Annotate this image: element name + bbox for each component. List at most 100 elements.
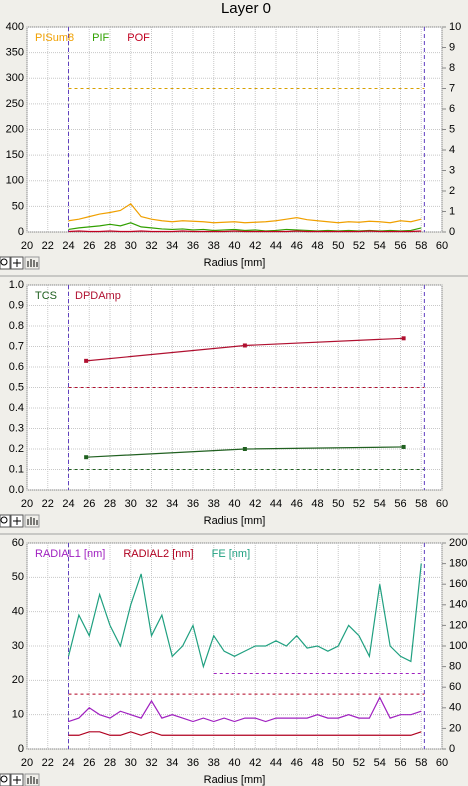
- x-tick-label: 32: [145, 498, 157, 510]
- y-tick-label: 0.3: [9, 422, 24, 434]
- y2-tick-label: 0: [449, 226, 455, 238]
- y-tick-label: 0.5: [9, 381, 24, 393]
- zoom-tool[interactable]: [0, 256, 11, 270]
- x-tick-label: 34: [166, 757, 178, 769]
- x-tick-label: 46: [291, 240, 303, 252]
- legend-entry: RADIAL2 [nm]: [123, 548, 193, 560]
- point-marker: [401, 444, 406, 449]
- point-marker: [242, 343, 247, 348]
- x-tick-label: 38: [208, 498, 220, 510]
- x-tick-label: 34: [166, 498, 178, 510]
- y2-tick-label: 3: [449, 164, 455, 176]
- y2-tick-label: 120: [449, 619, 467, 631]
- legend-entry: FE [nm]: [212, 548, 251, 560]
- hand-icon: [27, 259, 38, 267]
- zoom-tool[interactable]: [0, 514, 11, 528]
- x-tick-label: 34: [166, 240, 178, 252]
- y-tick-label: 100: [6, 175, 24, 187]
- x-tick-label: 32: [145, 240, 157, 252]
- x-tick-label: 42: [249, 757, 261, 769]
- x-tick-label: 56: [394, 498, 406, 510]
- y2-tick-label: 9: [449, 41, 455, 53]
- x-tick-label: 48: [311, 498, 323, 510]
- y-tick-label: 0.0: [9, 484, 24, 496]
- x-axis-label: Radius [mm]: [204, 774, 266, 786]
- legend-entry: RADIAL1 [nm]: [35, 548, 105, 560]
- zoom-icon: [0, 516, 8, 524]
- y-tick-label: 0: [18, 743, 24, 755]
- x-tick-label: 28: [104, 240, 116, 252]
- x-tick-label: 30: [125, 757, 137, 769]
- legend-entry: PISum8: [35, 32, 74, 44]
- plus-icon: [13, 259, 21, 267]
- point-marker: [84, 455, 89, 460]
- y2-tick-label: 20: [449, 722, 461, 734]
- y2-tick-label: 0: [449, 743, 455, 755]
- y-tick-label: 40: [12, 606, 24, 618]
- x-tick-label: 56: [394, 240, 406, 252]
- hand-icon: [27, 776, 38, 784]
- legend-entry: TCS: [35, 290, 57, 302]
- y-tick-label: 60: [12, 537, 24, 549]
- x-tick-label: 44: [270, 240, 282, 252]
- x-tick-label: 46: [291, 498, 303, 510]
- y-tick-label: 50: [12, 200, 24, 212]
- zoom-tool[interactable]: [0, 773, 11, 786]
- y2-tick-label: 80: [449, 661, 461, 673]
- x-tick-label: 56: [394, 757, 406, 769]
- x-tick-label: 60: [436, 757, 448, 769]
- y-tick-label: 350: [6, 47, 24, 59]
- x-tick-label: 22: [42, 757, 54, 769]
- x-axis-label: Radius [mm]: [204, 257, 266, 269]
- y-tick-label: 10: [12, 709, 24, 721]
- x-tick-label: 54: [374, 498, 386, 510]
- y2-tick-label: 7: [449, 82, 455, 94]
- y2-tick-label: 140: [449, 599, 467, 611]
- zoom-icon: [0, 775, 8, 783]
- y-tick-label: 0.1: [9, 463, 24, 475]
- x-tick-label: 46: [291, 757, 303, 769]
- point-marker: [242, 447, 247, 451]
- x-tick-label: 26: [83, 240, 95, 252]
- point-marker: [401, 336, 406, 341]
- x-tick-label: 52: [353, 757, 365, 769]
- x-tick-label: 26: [83, 498, 95, 510]
- y2-tick-label: 5: [449, 123, 455, 135]
- y-tick-label: 250: [6, 98, 24, 110]
- y-tick-label: 0.8: [9, 320, 24, 332]
- series-line: [68, 203, 422, 224]
- x-tick-label: 20: [21, 240, 33, 252]
- plus-icon: [13, 517, 21, 525]
- y-tick-label: 30: [12, 640, 24, 652]
- x-tick-label: 30: [125, 498, 137, 510]
- x-tick-label: 42: [249, 498, 261, 510]
- page-title: Layer 0: [221, 0, 271, 17]
- x-tick-label: 24: [62, 498, 74, 510]
- y2-tick-label: 10: [449, 21, 461, 33]
- y2-tick-label: 8: [449, 62, 455, 74]
- y2-tick-label: 4: [449, 144, 455, 156]
- series-line: [68, 731, 422, 736]
- x-tick-label: 36: [187, 498, 199, 510]
- y2-tick-label: 200: [449, 537, 467, 549]
- x-tick-label: 24: [62, 757, 74, 769]
- y2-tick-label: 2: [449, 185, 455, 197]
- y-tick-label: 50: [12, 571, 24, 583]
- x-tick-label: 22: [42, 240, 54, 252]
- y2-tick-label: 1: [449, 205, 455, 217]
- x-tick-label: 38: [208, 757, 220, 769]
- x-tick-label: 44: [270, 498, 282, 510]
- y-tick-label: 20: [12, 674, 24, 686]
- y2-tick-label: 180: [449, 558, 467, 570]
- x-tick-label: 58: [415, 757, 427, 769]
- x-tick-label: 22: [42, 498, 54, 510]
- x-tick-label: 40: [228, 498, 240, 510]
- x-tick-label: 54: [374, 240, 386, 252]
- y2-tick-label: 100: [449, 640, 467, 652]
- y-tick-label: 0.4: [9, 402, 24, 414]
- legend-entry: DPDAmp: [75, 290, 121, 302]
- x-axis-label: Radius [mm]: [204, 515, 266, 527]
- y2-tick-label: 160: [449, 578, 467, 590]
- x-tick-label: 40: [228, 757, 240, 769]
